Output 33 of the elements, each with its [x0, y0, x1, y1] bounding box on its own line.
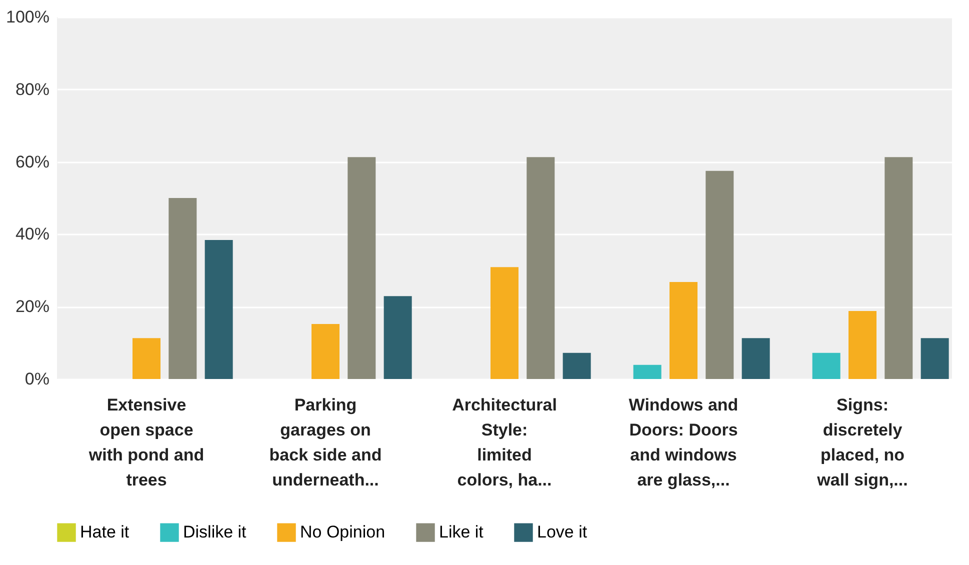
legend-label: Hate it — [80, 522, 130, 542]
bar — [312, 324, 340, 379]
bar — [168, 198, 197, 379]
y-tick-label: 80% — [15, 80, 50, 99]
legend-label: Dislike it — [183, 522, 247, 542]
x-tick-label: Signs: discretely placed, no wall sign,... — [816, 396, 908, 490]
y-tick-label: 100% — [6, 8, 50, 26]
bar — [742, 338, 770, 379]
bar — [526, 157, 555, 379]
y-tick-label: 40% — [15, 224, 50, 244]
bar — [706, 170, 734, 379]
bar — [384, 296, 412, 379]
bar — [884, 157, 913, 379]
bar — [670, 282, 698, 379]
bar — [132, 338, 160, 379]
y-tick-label: 20% — [15, 297, 50, 316]
bar — [348, 157, 376, 379]
bar — [562, 352, 591, 379]
x-tick-label: Parking garages on back side and underneath... — [269, 396, 382, 490]
bar — [204, 240, 233, 379]
bar — [633, 364, 662, 379]
bar — [848, 310, 876, 379]
x-tick-label: Architectural Style: limited colors, ha... — [452, 396, 557, 490]
legend-label: No Opinion — [300, 522, 386, 542]
bar — [920, 338, 949, 379]
bar — [812, 352, 840, 379]
bar — [490, 267, 518, 379]
y-tick-label: 60% — [15, 152, 50, 172]
x-tick-label: Extensive open space with pond and trees — [88, 396, 204, 490]
y-tick-label: 0% — [24, 370, 50, 388]
x-tick-label: Windows and Doors: Doors and windows are glass,... — [628, 396, 738, 490]
legend-label: Love it — [537, 522, 588, 542]
legend-label: Like it — [439, 522, 484, 542]
